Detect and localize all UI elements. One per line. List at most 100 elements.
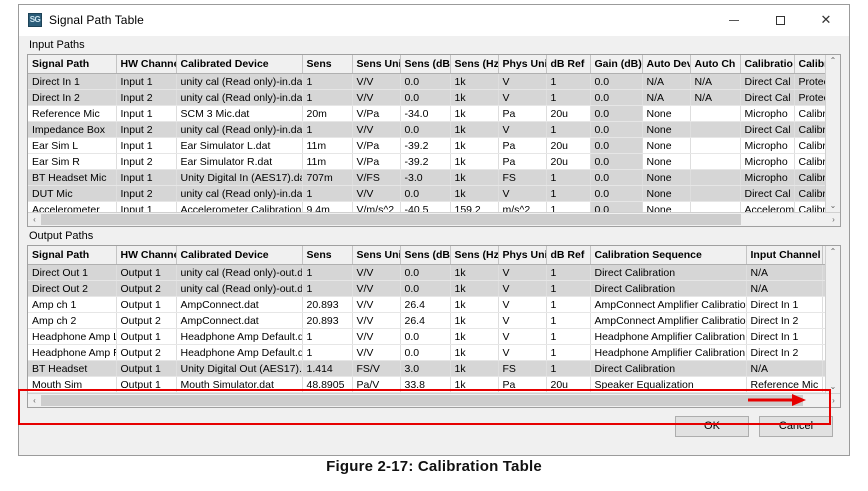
table-cell[interactable]: 20u: [546, 137, 591, 154]
table-cell[interactable]: [690, 201, 741, 212]
column-header[interactable]: Signal Path: [28, 55, 117, 74]
table-cell[interactable]: Calibrate: [794, 137, 825, 154]
table-cell[interactable]: 1: [546, 344, 591, 361]
table-cell[interactable]: Pa/V: [352, 392, 401, 393]
table-cell[interactable]: V/Pa: [352, 153, 401, 170]
table-row[interactable]: Mouth Sim Output 1 Mouth Simulator.dat 48.8…: [28, 376, 825, 393]
table-cell[interactable]: unity cal (Read only)-out.dat: [176, 280, 303, 297]
table-cell[interactable]: [690, 105, 741, 122]
column-header[interactable]: Sens Unit: [352, 55, 401, 74]
table-cell[interactable]: Mouth Sim: [28, 376, 117, 393]
table-cell[interactable]: -40.5: [400, 201, 451, 212]
table-cell[interactable]: Direct Calibration: [590, 280, 747, 297]
table-cell[interactable]: Unity Digital In (AES17).dat: [176, 169, 303, 186]
table-cell[interactable]: Input 1: [116, 105, 177, 122]
minimize-button[interactable]: [711, 5, 757, 35]
column-header[interactable]: Signal Path: [28, 246, 117, 265]
table-cell[interactable]: Protected: [822, 264, 825, 281]
table-cell[interactable]: Input 2: [116, 153, 177, 170]
table-cell[interactable]: 1k: [450, 392, 499, 393]
table-cell[interactable]: 1: [546, 121, 591, 138]
table-cell[interactable]: 1k: [450, 73, 499, 90]
scroll-up-arrow[interactable]: ⌃: [829, 247, 837, 256]
scroll-down-arrow[interactable]: ⌄: [829, 201, 837, 210]
table-row[interactable]: Ear Sim L Input 1 Ear Simulator L.dat 11m V/…: [28, 137, 825, 154]
column-header[interactable]: Calibratio: [740, 55, 795, 74]
table-cell[interactable]: 1k: [450, 264, 499, 281]
table-cell[interactable]: Protected: [822, 280, 825, 297]
table-cell[interactable]: None: [642, 201, 691, 212]
column-header[interactable]: Calibrate: [794, 55, 825, 74]
table-cell[interactable]: 1k: [450, 344, 499, 361]
table-cell[interactable]: Calibrate: [794, 105, 825, 122]
table-cell[interactable]: Direct In 2: [746, 312, 823, 329]
table-cell[interactable]: 1k: [450, 105, 499, 122]
table-cell[interactable]: Source Speaker: [28, 392, 117, 393]
table-cell[interactable]: Headphone Amp R: [28, 344, 117, 361]
table-cell[interactable]: AmpConnect.dat: [176, 296, 303, 313]
table-cell[interactable]: V: [498, 344, 547, 361]
table-cell[interactable]: 20.893: [302, 312, 353, 329]
table-cell[interactable]: 0.0: [400, 121, 451, 138]
table-cell[interactable]: 1: [546, 185, 591, 202]
table-cell[interactable]: 20u: [546, 153, 591, 170]
table-cell[interactable]: Direct Cal: [740, 121, 795, 138]
table-cell[interactable]: V/m/s^2: [352, 201, 401, 212]
table-cell[interactable]: Micropho: [740, 137, 795, 154]
table-cell[interactable]: 1k: [450, 153, 499, 170]
table-cell[interactable]: Direct In 1: [746, 328, 823, 345]
table-cell[interactable]: V/V: [352, 264, 401, 281]
table-cell[interactable]: -39.2: [400, 153, 451, 170]
table-cell[interactable]: Pa: [498, 392, 547, 393]
table-cell[interactable]: Accelerom: [740, 201, 795, 212]
table-cell[interactable]: 1k: [450, 296, 499, 313]
table-cell[interactable]: Pa/V: [352, 376, 401, 393]
table-cell[interactable]: Output 1: [116, 328, 177, 345]
table-cell[interactable]: Output 2: [116, 280, 177, 297]
column-header[interactable]: dB Ref: [546, 55, 591, 74]
table-cell[interactable]: Calibrate: [794, 169, 825, 186]
table-cell[interactable]: unity cal (Read only)-in.dat: [176, 185, 303, 202]
table-cell[interactable]: Direct Cal: [740, 89, 795, 106]
table-cell[interactable]: unity cal (Read only)-in.dat: [176, 121, 303, 138]
scroll-down-arrow[interactable]: ⌄: [829, 382, 837, 391]
table-cell[interactable]: 1k: [450, 360, 499, 377]
table-cell[interactable]: 707m: [302, 169, 353, 186]
table-cell[interactable]: AmpConnect Amplifier Calibratio: [590, 296, 747, 313]
table-cell[interactable]: 26.4: [400, 312, 451, 329]
table-cell[interactable]: 0.0: [590, 105, 643, 122]
table-row[interactable]: Direct In 2 Input 2 unity cal (Read only)-…: [28, 89, 825, 106]
table-cell[interactable]: FS/V: [352, 360, 401, 377]
table-cell[interactable]: Headphone Amp Default.dat: [176, 328, 303, 345]
table-cell[interactable]: Headphone Amp Default.dat: [176, 344, 303, 361]
output-horizontal-scrollbar[interactable]: ‹ ›: [28, 393, 840, 407]
table-cell[interactable]: -34.0: [400, 105, 451, 122]
table-cell[interactable]: Direct Out 2: [28, 280, 117, 297]
table-cell[interactable]: 1: [546, 73, 591, 90]
table-cell[interactable]: N/A: [642, 89, 691, 106]
table-cell[interactable]: Speaker Equalization: [590, 392, 747, 393]
table-cell[interactable]: Direct In 1: [28, 73, 117, 90]
column-header[interactable]: Auto Ch: [690, 55, 741, 74]
table-cell[interactable]: 1: [546, 201, 591, 212]
table-cell[interactable]: Headphone Amp L: [28, 328, 117, 345]
table-cell[interactable]: 1.414: [302, 360, 353, 377]
table-cell[interactable]: None: [642, 121, 691, 138]
table-cell[interactable]: None: [642, 105, 691, 122]
table-cell[interactable]: Ear Sim R: [28, 153, 117, 170]
table-cell[interactable]: 1: [546, 89, 591, 106]
table-cell[interactable]: Micropho: [740, 105, 795, 122]
table-cell[interactable]: Headphone Amplifier Calibration: [590, 328, 747, 345]
table-cell[interactable]: 1k: [450, 137, 499, 154]
table-cell[interactable]: N/A: [690, 73, 741, 90]
table-cell[interactable]: Reference Mic: [746, 392, 823, 393]
table-cell[interactable]: unity cal (Read only)-out.dat: [176, 264, 303, 281]
cancel-button[interactable]: Cancel: [759, 415, 833, 437]
table-row[interactable]: Headphone Amp R Output 2 Headphone Amp Def…: [28, 344, 825, 361]
table-cell[interactable]: Calibrate: [822, 376, 825, 393]
table-cell[interactable]: Calibrate: [822, 360, 825, 377]
table-cell[interactable]: V: [498, 264, 547, 281]
scroll-right-arrow[interactable]: ›: [832, 215, 835, 224]
